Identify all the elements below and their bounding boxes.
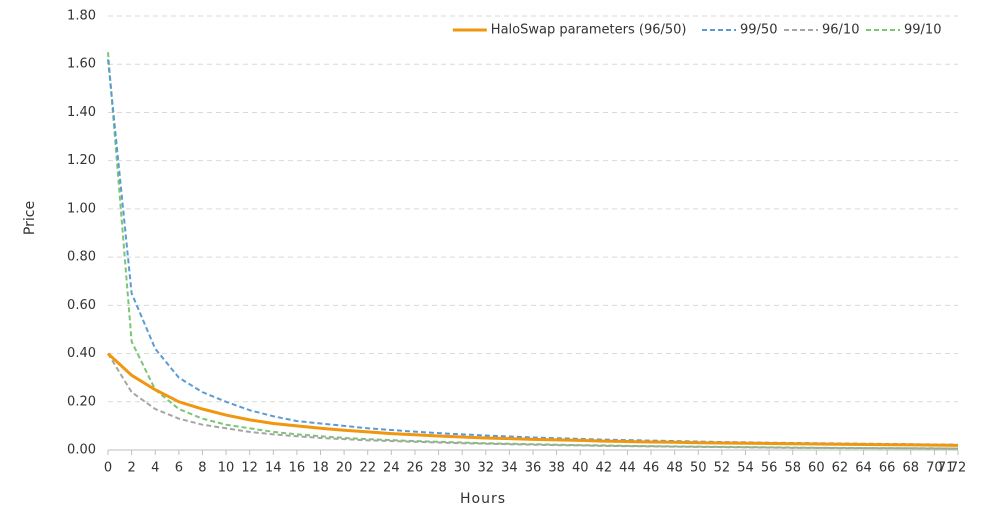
line-series (107, 59, 959, 446)
x-tick-label: 12 (241, 461, 258, 476)
x-tick-label: 18 (312, 461, 329, 476)
x-tick-label: 58 (784, 461, 801, 476)
x-tick-label: 66 (879, 461, 896, 476)
x-tick-label: 36 (525, 461, 542, 476)
x-tick-label: 60 (808, 461, 825, 476)
line-series (107, 52, 959, 450)
y-tick-label: 0.60 (67, 298, 96, 313)
y-tick-label: 1.40 (67, 105, 96, 120)
line-series (106, 352, 959, 447)
legend-label: 99/50 (740, 23, 777, 38)
x-tick-label: 4 (151, 461, 159, 476)
y-tick-label: 1.00 (67, 201, 96, 216)
x-tick-label: 42 (596, 461, 613, 476)
x-tick-label: 62 (832, 461, 849, 476)
y-tick-label: 0.00 (67, 443, 96, 458)
y-tick-label: 1.60 (67, 57, 96, 72)
x-tick-label: 20 (336, 461, 353, 476)
x-tick-label: 24 (383, 461, 400, 476)
y-axis-title: Price (22, 201, 38, 235)
x-tick-label: 40 (572, 461, 589, 476)
x-tick-label: 2 (127, 461, 135, 476)
x-tick-label: 68 (903, 461, 920, 476)
x-tick-label: 56 (761, 461, 778, 476)
y-tick-label: 1.20 (67, 153, 96, 168)
x-tick-label: 32 (478, 461, 495, 476)
y-tick-label: 0.80 (67, 250, 96, 265)
x-tick-label: 64 (855, 461, 872, 476)
y-tick-label: 0.40 (67, 346, 96, 361)
x-tick-label: 26 (407, 461, 424, 476)
legend-label: HaloSwap parameters (96/50) (491, 23, 687, 38)
x-tick-label: 52 (714, 461, 731, 476)
x-axis-title: Hours (460, 491, 506, 507)
x-tick-label: 6 (175, 461, 183, 476)
x-tick-label: 72 (950, 461, 967, 476)
x-tick-label: 10 (218, 461, 235, 476)
x-tick-label: 22 (359, 461, 376, 476)
x-tick-label: 50 (690, 461, 707, 476)
x-tick-label: 34 (501, 461, 518, 476)
line-series (107, 353, 958, 450)
y-tick-label: 0.20 (67, 394, 96, 409)
x-tick-label: 0 (104, 461, 112, 476)
x-tick-label: 16 (289, 461, 306, 476)
x-tick-label: 54 (737, 461, 754, 476)
x-tick-label: 46 (643, 461, 660, 476)
x-tick-label: 14 (265, 461, 282, 476)
x-tick-label: 48 (666, 461, 683, 476)
x-tick-label: 44 (619, 461, 636, 476)
x-tick-label: 30 (454, 461, 471, 476)
legend-label: 96/10 (822, 23, 859, 38)
legend-label: 99/10 (904, 23, 941, 38)
x-tick-label: 70 (926, 461, 943, 476)
x-tick-label: 28 (430, 461, 447, 476)
x-tick-label: 71 (938, 461, 955, 476)
y-tick-label: 1.80 (67, 9, 96, 24)
x-tick-label: 38 (548, 461, 565, 476)
x-tick-label: 8 (198, 461, 206, 476)
